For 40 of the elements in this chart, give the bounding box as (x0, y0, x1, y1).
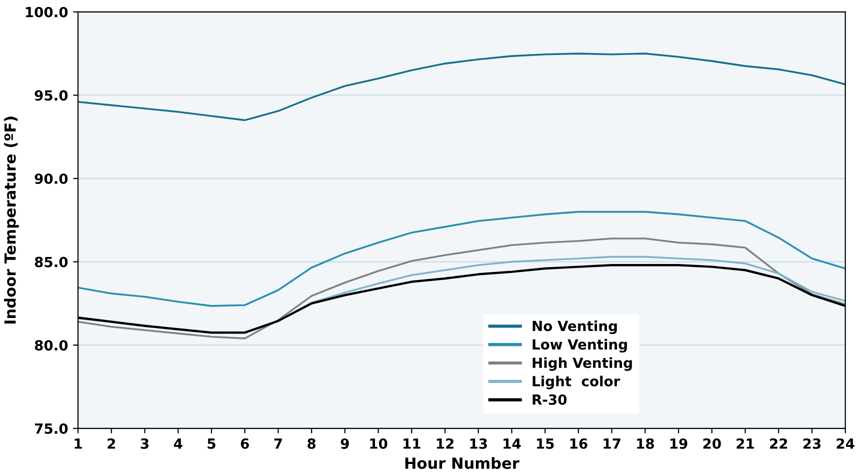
y-tick-label: 80.0 (34, 340, 68, 351)
x-tick-label: 4 (174, 438, 182, 449)
x-tick-label: 6 (240, 438, 249, 449)
legend-label: R-30 (532, 394, 567, 405)
x-tick-label: 13 (470, 438, 487, 449)
x-tick-label: 11 (404, 438, 420, 449)
x-tick-label: 10 (370, 438, 388, 449)
y-tick-label: 85.0 (34, 256, 68, 268)
x-tick-label: 23 (803, 438, 821, 449)
x-tick-label: 16 (570, 438, 588, 449)
x-tick-label: 21 (736, 438, 754, 449)
legend-label: High Venting (532, 357, 632, 371)
x-tick-label: 3 (140, 438, 148, 449)
x-tick-label: 15 (536, 438, 554, 449)
y-tick-label: 100.0 (26, 6, 68, 18)
x-tick-label: 17 (604, 438, 620, 449)
x-tick-label: 9 (340, 438, 349, 449)
x-tick-label: 19 (670, 438, 688, 449)
y-tick-label: 95.0 (34, 90, 68, 101)
legend-label: Low Venting (532, 338, 627, 352)
legend-label: No Venting (532, 320, 617, 334)
x-axis-title: Hour Number (405, 457, 520, 469)
x-tick-label: 7 (274, 438, 282, 449)
x-tick-label: 20 (703, 438, 721, 449)
line-series (78, 52, 846, 122)
x-tick-label: 1 (74, 438, 82, 449)
x-tick-label: 8 (308, 438, 316, 449)
y-tick-label: 75.0 (34, 423, 68, 434)
line-series (78, 238, 846, 340)
x-tick-label: 18 (637, 438, 654, 449)
y-axis-title: Indoor Temperature (ºF) (4, 116, 19, 324)
x-tick-label: 12 (436, 438, 454, 449)
x-tick-label: 5 (208, 438, 216, 449)
x-tick-label: 2 (108, 438, 116, 449)
y-tick-label: 90.0 (34, 173, 68, 184)
x-tick-label: 14 (504, 438, 521, 449)
x-tick-label: 22 (770, 438, 788, 449)
x-tick-label: 24 (836, 438, 854, 449)
line-series (78, 210, 846, 307)
legend-label: Light color (532, 376, 620, 390)
